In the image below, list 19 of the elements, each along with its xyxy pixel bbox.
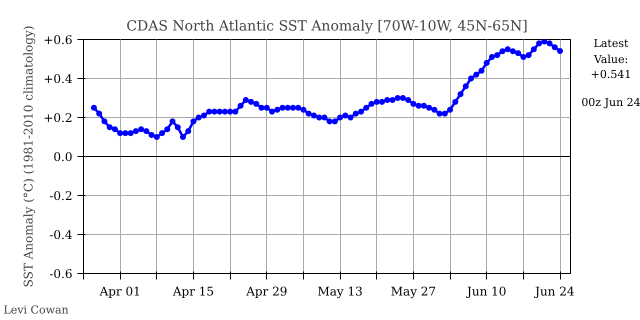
y-tick-label: 0.0	[53, 150, 73, 164]
x-tick-label: Apr 15	[172, 284, 214, 298]
y-tick-label: +0.6	[43, 33, 72, 47]
x-tick-label: Jun 10	[465, 284, 506, 298]
y-tick-label: -0.4	[49, 228, 73, 242]
y-tick-label: -0.6	[49, 267, 72, 281]
x-tick-label: Apr 29	[245, 284, 288, 298]
y-tick-label: +0.4	[43, 72, 73, 86]
y-tick-label: -0.2	[49, 189, 72, 203]
y-axis-title: SST Anomaly (°C) (1981-2010 climatology)	[21, 26, 36, 288]
text: Levi Cowan	[4, 304, 69, 316]
text: 00z Jun 24	[581, 95, 640, 111]
text: Latest Value: +0.541	[590, 36, 632, 84]
x-tick-label: May 13	[317, 284, 363, 298]
chart-title: CDAS North Atlantic SST Anomaly [70W-10W, 45N-65N]	[126, 18, 528, 34]
x-tick-label: Jun 24	[533, 284, 575, 298]
x-tick-label: May 27	[390, 284, 436, 298]
y-tick-label: +0.2	[43, 111, 72, 125]
x-tick-label: Apr 01	[98, 284, 141, 298]
